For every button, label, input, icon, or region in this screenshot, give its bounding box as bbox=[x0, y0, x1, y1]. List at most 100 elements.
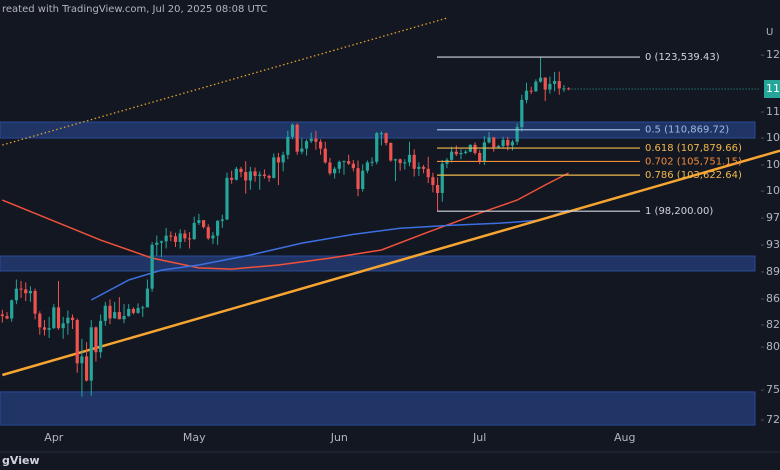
candle-body bbox=[295, 124, 299, 152]
candle-body bbox=[552, 81, 557, 84]
candle-body bbox=[538, 77, 543, 82]
candle-body bbox=[253, 171, 257, 176]
candle-body bbox=[548, 83, 552, 90]
candle-body bbox=[84, 356, 89, 381]
candle-body bbox=[10, 300, 14, 319]
last-price-tag bbox=[764, 80, 780, 99]
candle-body bbox=[328, 162, 332, 174]
candle-body bbox=[127, 308, 131, 317]
candle-body bbox=[155, 242, 159, 245]
candle-body bbox=[520, 99, 524, 128]
x-tick-label: Jun bbox=[330, 431, 348, 444]
candle-body bbox=[487, 137, 491, 143]
candle-body bbox=[117, 312, 121, 320]
candle-body bbox=[108, 305, 112, 319]
candle-body bbox=[333, 168, 337, 174]
candle-body bbox=[309, 138, 313, 142]
candle-body bbox=[183, 233, 187, 239]
zone bbox=[0, 391, 756, 426]
candle-body bbox=[318, 141, 323, 149]
candle-body bbox=[52, 307, 56, 329]
candle-body bbox=[393, 159, 398, 161]
candle-body bbox=[412, 154, 416, 169]
candle-body bbox=[478, 152, 482, 162]
candle-body bbox=[286, 136, 290, 155]
candle-body bbox=[459, 152, 463, 155]
candle-body bbox=[276, 157, 281, 163]
candle-body bbox=[290, 124, 295, 137]
candle-body bbox=[389, 142, 393, 161]
candle-body bbox=[351, 163, 355, 169]
y-tick-label: 89 bbox=[766, 265, 780, 278]
candle-body bbox=[361, 170, 365, 190]
candle-body bbox=[342, 161, 346, 163]
candle-body bbox=[492, 137, 496, 148]
candle-body bbox=[66, 317, 70, 324]
caption: reated with TradingView.com, Jul 20, 202… bbox=[2, 4, 267, 15]
candle-body bbox=[178, 233, 182, 242]
candle-body bbox=[534, 81, 538, 92]
candle-body bbox=[164, 235, 168, 242]
candle-body bbox=[136, 308, 140, 313]
candle-body bbox=[482, 142, 486, 162]
candle-body bbox=[515, 127, 519, 142]
candle-body bbox=[379, 133, 384, 135]
candle-body bbox=[0, 314, 4, 317]
x-tick-label: Apr bbox=[44, 431, 64, 444]
candle-body bbox=[103, 305, 107, 321]
y-tick-label: 93 bbox=[766, 238, 780, 251]
y-tick-label: 97 bbox=[766, 211, 780, 224]
candle-body bbox=[314, 138, 318, 142]
candle-body bbox=[431, 177, 435, 186]
y-tick-label: 75 bbox=[766, 383, 780, 396]
candle-body bbox=[365, 162, 369, 171]
x-tick-label: Jul bbox=[472, 431, 486, 444]
candle-body bbox=[80, 356, 84, 364]
candle-body bbox=[239, 168, 243, 173]
candle-body bbox=[141, 307, 145, 309]
candle-body bbox=[464, 151, 468, 153]
candle-body bbox=[248, 171, 252, 181]
candle-body bbox=[122, 316, 126, 320]
candle-body bbox=[33, 290, 37, 314]
candle-body bbox=[370, 161, 374, 163]
candle-body bbox=[75, 320, 79, 364]
candle-body bbox=[450, 151, 454, 160]
candle-body bbox=[258, 174, 262, 176]
candle-body bbox=[524, 90, 529, 100]
candle-body bbox=[543, 77, 547, 90]
candle-body bbox=[197, 220, 201, 223]
candle-body bbox=[70, 317, 75, 321]
trendline bbox=[2, 17, 448, 146]
trendline bbox=[1, 149, 780, 377]
candle-body bbox=[300, 148, 304, 152]
x-tick-label: Aug bbox=[614, 431, 635, 444]
candle-body bbox=[557, 81, 561, 89]
candle-body bbox=[440, 163, 444, 193]
candle-body bbox=[262, 174, 267, 176]
candle-body bbox=[454, 151, 458, 155]
y-tick-label: 12 bbox=[766, 48, 780, 61]
candle-body bbox=[173, 236, 178, 242]
y-tick-label: 11 bbox=[766, 105, 780, 118]
candle-body bbox=[272, 157, 276, 178]
candle-body bbox=[244, 172, 248, 181]
currency: U bbox=[766, 27, 773, 38]
plot-area: 0 (123,539.43) 0.5 (110,869.72) 0.618 (107… bbox=[0, 17, 780, 426]
candle-body bbox=[567, 88, 571, 90]
candle-body bbox=[501, 139, 505, 147]
candle-body bbox=[19, 288, 23, 290]
candle-body bbox=[304, 141, 309, 149]
candle-body bbox=[159, 241, 164, 243]
candle-body bbox=[192, 222, 196, 240]
candle-body bbox=[99, 320, 103, 353]
y-tick-label: 82 bbox=[766, 318, 780, 331]
candle-body bbox=[42, 327, 47, 330]
y-tick-label: 80 bbox=[766, 340, 780, 353]
candle-body bbox=[435, 185, 440, 193]
candle-body bbox=[225, 177, 229, 220]
candle-body bbox=[337, 161, 341, 169]
candle-body bbox=[24, 289, 28, 294]
candle-body bbox=[529, 90, 533, 92]
candle-body bbox=[407, 154, 412, 163]
